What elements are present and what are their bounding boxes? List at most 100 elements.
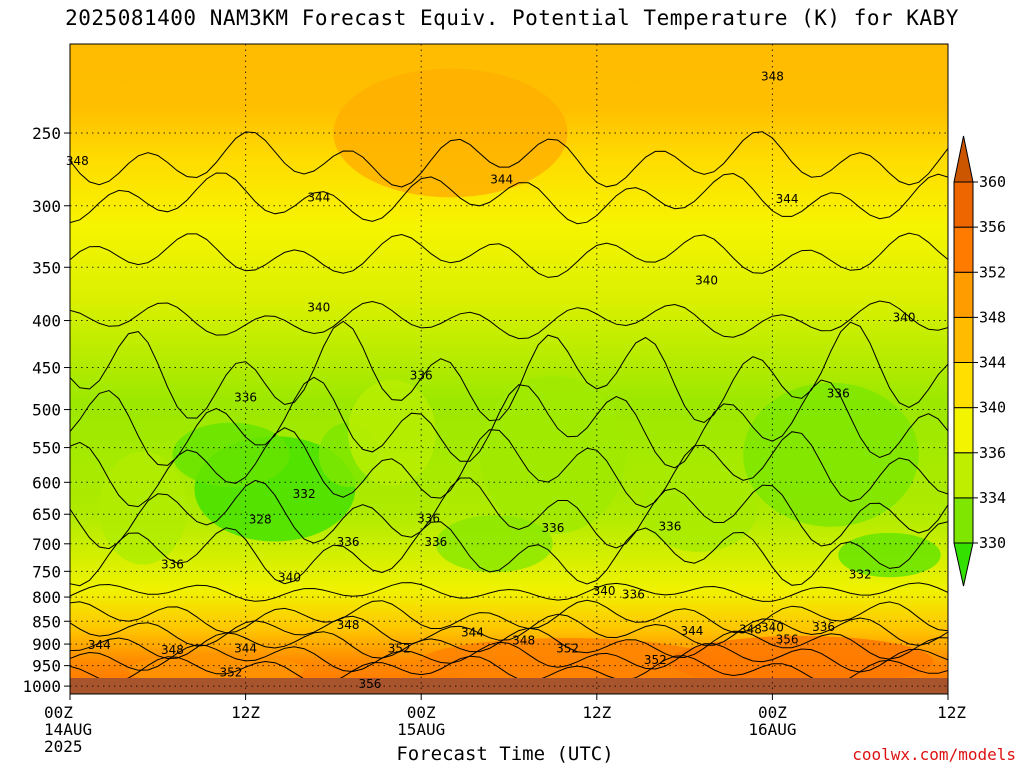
y-tick-label: 800	[32, 588, 61, 607]
x-tick-label: 00Z	[44, 703, 73, 722]
contour-line	[70, 300, 948, 340]
colorbar-label: 334	[979, 489, 1006, 507]
field-patch	[743, 382, 919, 527]
contour-label: 344	[307, 191, 330, 205]
contour-label: 336	[659, 519, 682, 533]
colorbar: 330 334 336 340 344 348 352 356 360	[953, 135, 1006, 587]
contour-line	[70, 655, 948, 685]
y-axis: 250 300 350 400 450 500 550 600 650 700 750 800 850 9…	[22, 124, 70, 696]
contour-label: 336	[827, 386, 850, 400]
contour-label: 340	[761, 620, 784, 634]
colorbar-label: 340	[979, 399, 1006, 417]
colorbar-swatch	[953, 271, 974, 318]
contour-line	[70, 477, 948, 550]
contour-label: 356	[776, 633, 799, 647]
contour-label: 344	[680, 624, 703, 638]
y-tick-label: 650	[32, 505, 61, 524]
contour-label: 328	[249, 513, 272, 527]
y-tick-label: 300	[32, 197, 61, 216]
contour-label: 348	[761, 70, 784, 84]
colorbar-swatch	[953, 497, 974, 544]
contour-label: 336	[417, 512, 440, 526]
contour-line	[70, 427, 948, 508]
contour-label: 344	[234, 641, 257, 655]
colorbar-label: 352	[979, 263, 1006, 281]
colorbar-swatch	[953, 362, 974, 409]
contour-label: 332	[849, 568, 872, 582]
contour-label: 336	[410, 368, 433, 382]
contour-label: 332	[293, 487, 316, 501]
x-tick-label: 2025	[44, 737, 83, 756]
y-tick-label: 750	[32, 562, 61, 581]
y-tick-label: 500	[32, 401, 61, 420]
colorbar-swatch	[953, 226, 974, 273]
contour-line	[70, 131, 948, 188]
contour-label: 340	[307, 300, 330, 314]
contour-label: 344	[88, 638, 111, 652]
field-patch	[640, 464, 758, 552]
contour-label: 336	[424, 535, 447, 549]
contour-line	[70, 376, 948, 469]
contour-label: 344	[461, 625, 484, 639]
colorbar-label: 360	[979, 173, 1006, 191]
colorbar-label: 344	[979, 354, 1006, 372]
contour-line	[70, 582, 948, 602]
contour-line	[70, 641, 948, 673]
x-tick-label: 14AUG	[44, 720, 92, 739]
contour-line	[70, 320, 948, 424]
contour-line	[70, 613, 948, 647]
field-patch	[479, 375, 627, 535]
y-tick-label: 550	[32, 439, 61, 458]
x-tick-label: 12Z	[231, 703, 260, 722]
contour-labels: 348 348 344 344 344 340 340 340 336 336 336 332 328 3…	[66, 70, 916, 692]
contour-label: 348	[161, 643, 184, 657]
y-tick-label: 850	[32, 612, 61, 631]
colorbar-swatch	[953, 407, 974, 454]
contour-line	[70, 599, 948, 634]
contour-line	[70, 521, 948, 587]
field-patch	[669, 635, 934, 687]
y-tick-label: 250	[32, 124, 61, 143]
contour-label: 348	[512, 634, 535, 648]
x-tick-label: 00Z	[407, 703, 436, 722]
contour-label: 340	[695, 274, 718, 288]
contour-line	[70, 627, 948, 660]
colorbar-label: 348	[979, 308, 1006, 326]
contour-label: 348	[66, 154, 89, 168]
y-tick-label: 1000	[22, 677, 61, 696]
y-tick-label: 950	[32, 657, 61, 676]
chart-title: 2025081400 NAM3KM Forecast Equiv. Potent…	[65, 6, 959, 30]
contour-label: 348	[739, 623, 762, 637]
x-tick-label: 12Z	[937, 703, 966, 722]
contour-label: 352	[220, 665, 243, 679]
y-tick-label: 450	[32, 359, 61, 378]
y-tick-label: 600	[32, 473, 61, 492]
contour-label: 352	[644, 653, 667, 667]
x-tick-label: 15AUG	[397, 720, 445, 739]
plot-frame	[69, 43, 949, 695]
colorbar-swatch	[953, 316, 974, 363]
colorbar-label: 336	[979, 444, 1006, 462]
colorbar-label: 356	[979, 218, 1006, 236]
colorbar-max-arrow	[953, 135, 974, 183]
field-patches	[99, 68, 941, 687]
credit-link[interactable]: coolwx.com/models	[852, 745, 1016, 764]
ground-band	[70, 678, 948, 694]
contour-label: 336	[234, 390, 257, 404]
contour-label: 340	[893, 311, 916, 325]
colorbar-swatch	[953, 181, 974, 228]
contour-label: 340	[593, 584, 616, 598]
contour-label: 352	[556, 641, 579, 655]
contour-label: 336	[161, 557, 184, 571]
y-tick-label: 700	[32, 535, 61, 554]
contour-label: 336	[622, 588, 645, 602]
contour-label: 352	[388, 641, 411, 655]
contour-label: 356	[359, 677, 382, 691]
field-patch	[838, 532, 941, 578]
x-axis-label: Forecast Time (UTC)	[396, 743, 614, 765]
contour-label: 336	[541, 521, 564, 535]
contour-label: 344	[776, 192, 799, 206]
contour-label: 344	[490, 173, 513, 187]
